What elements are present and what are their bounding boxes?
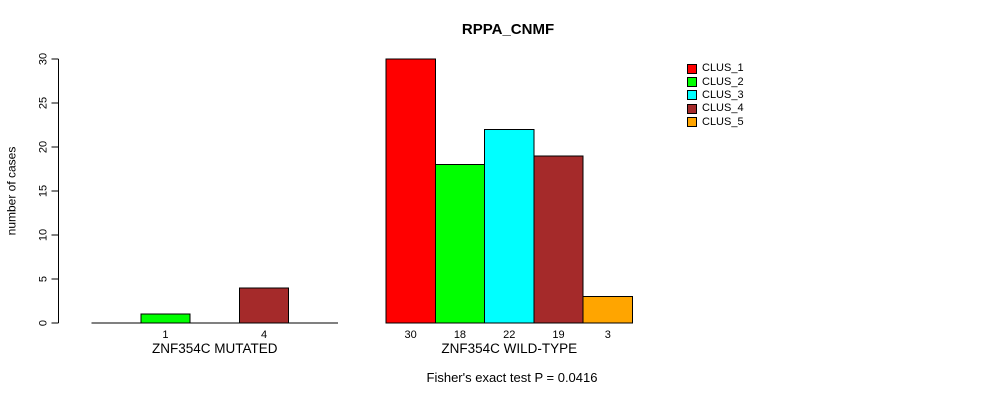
legend-item-CLUS_2: CLUS_2 [687,75,744,88]
group-label-wildtype: ZNF354C WILD-TYPE [441,341,577,356]
bar-CLUS_2-wildtype [434,164,486,324]
legend-label: CLUS_3 [702,88,744,101]
bar-value-label: 3 [605,329,611,341]
legend-swatch-CLUS_2 [687,77,697,88]
y-axis-title: number of cases [5,147,19,236]
chart-title: RPPA_CNMF [461,21,555,38]
legend: CLUS_1 CLUS_2 CLUS_3 CLUS_4 CLUS_5 [687,62,744,129]
fisher-test-annotation: Fisher's exact test P = 0.0416 [426,370,598,385]
legend-swatch-CLUS_4 [687,103,697,114]
bar-value-label: 4 [261,329,267,341]
bar-value-label: 1 [162,329,168,341]
legend-label: CLUS_1 [702,62,744,75]
bar-CLUS_2-mutated [140,313,191,324]
group-label-mutated: ZNF354C MUTATED [152,341,278,356]
y-axis-tick-label: 0 [38,320,50,326]
bar-CLUS_4-wildtype [533,155,584,324]
legend-item-CLUS_3: CLUS_3 [687,89,744,102]
y-axis-tick-label: 5 [38,276,50,282]
legend-swatch-CLUS_5 [687,117,697,128]
legend-item-CLUS_4: CLUS_4 [687,102,744,115]
bar-value-label: 18 [454,329,466,341]
legend-label: CLUS_4 [702,102,744,115]
bar-value-label: 30 [405,329,417,341]
legend-label: CLUS_2 [702,75,744,88]
y-axis-tick-label: 20 [38,141,50,153]
y-axis-tick-label: 10 [38,229,50,241]
legend-swatch-CLUS_1 [687,63,697,74]
y-axis-tick-label: 25 [38,97,50,109]
bar-CLUS_3-wildtype [484,128,535,324]
legend-label: CLUS_5 [702,115,744,128]
bar-CLUS_1-wildtype [385,58,436,324]
y-axis-tick-label: 15 [38,185,50,197]
legend-item-CLUS_1: CLUS_1 [687,62,744,75]
bar-CLUS_4-mutated [238,287,290,324]
y-axis-tick-label: 30 [38,53,50,65]
bar-value-label: 19 [552,329,564,341]
legend-swatch-CLUS_3 [687,90,697,101]
legend-item-CLUS_5: CLUS_5 [687,116,744,129]
bar-value-label: 22 [503,329,515,341]
bar-CLUS_5-wildtype [582,296,634,324]
